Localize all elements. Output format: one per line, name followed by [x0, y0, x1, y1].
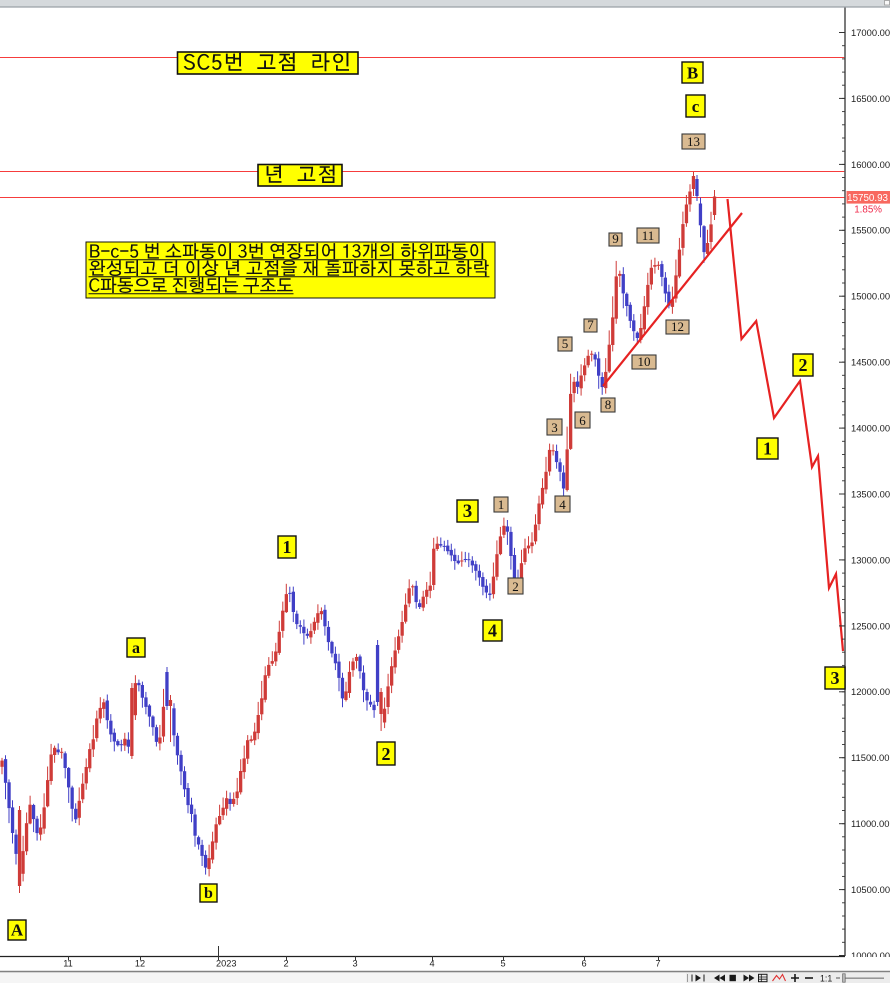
svg-text:2: 2	[382, 744, 391, 764]
svg-text:c: c	[692, 97, 700, 116]
svg-text:3: 3	[352, 959, 357, 969]
svg-text:10000.00: 10000.00	[851, 950, 890, 961]
svg-text:4: 4	[559, 497, 566, 512]
svg-text:2: 2	[799, 355, 808, 375]
svg-text:8: 8	[605, 397, 612, 412]
svg-text:1: 1	[498, 497, 505, 512]
svg-text:5: 5	[500, 959, 505, 969]
svg-text:1: 1	[763, 438, 772, 458]
svg-text:11500.00: 11500.00	[851, 752, 889, 763]
svg-text:15500.00: 15500.00	[851, 225, 890, 236]
svg-text:a: a	[132, 640, 140, 657]
svg-text:15750.93: 15750.93	[847, 193, 888, 204]
svg-text:1.85%: 1.85%	[854, 204, 882, 215]
svg-text:12: 12	[135, 959, 145, 969]
svg-text:3: 3	[551, 420, 558, 435]
svg-text:13: 13	[687, 134, 700, 149]
svg-text:B: B	[687, 63, 698, 82]
svg-text:16500.00: 16500.00	[851, 93, 890, 104]
svg-text:1: 1	[283, 537, 292, 557]
svg-text:9: 9	[612, 231, 619, 246]
svg-text:15000.00: 15000.00	[851, 291, 890, 302]
svg-text:16000.00: 16000.00	[851, 159, 890, 170]
svg-text:14000.00: 14000.00	[851, 423, 890, 434]
svg-text:12: 12	[671, 319, 684, 334]
svg-text:11000.00: 11000.00	[851, 818, 889, 829]
svg-text:3: 3	[463, 501, 473, 522]
svg-text:4: 4	[488, 620, 497, 640]
svg-text:10500.00: 10500.00	[851, 884, 890, 895]
svg-text:2: 2	[283, 959, 288, 969]
svg-text:1:1: 1:1	[820, 973, 832, 983]
svg-text:b: b	[204, 885, 213, 902]
svg-text:11: 11	[642, 228, 655, 243]
svg-text:10: 10	[638, 354, 651, 369]
svg-text:3: 3	[831, 668, 840, 688]
svg-text:13000.00: 13000.00	[851, 554, 890, 565]
svg-text:6: 6	[579, 413, 586, 428]
svg-text:7: 7	[655, 959, 660, 969]
svg-text:7: 7	[587, 317, 594, 332]
svg-text:A: A	[11, 921, 24, 940]
svg-text:13500.00: 13500.00	[851, 488, 890, 499]
svg-text:14500.00: 14500.00	[851, 357, 890, 368]
svg-text:4: 4	[429, 959, 434, 969]
svg-text:2: 2	[512, 579, 519, 594]
svg-text:2023: 2023	[216, 959, 236, 969]
svg-text:12000.00: 12000.00	[851, 686, 890, 697]
svg-text:6: 6	[581, 959, 586, 969]
svg-text:17000.00: 17000.00	[851, 27, 890, 38]
svg-text:12500.00: 12500.00	[851, 620, 890, 631]
svg-text:5: 5	[562, 336, 569, 351]
svg-text:11: 11	[63, 959, 73, 969]
